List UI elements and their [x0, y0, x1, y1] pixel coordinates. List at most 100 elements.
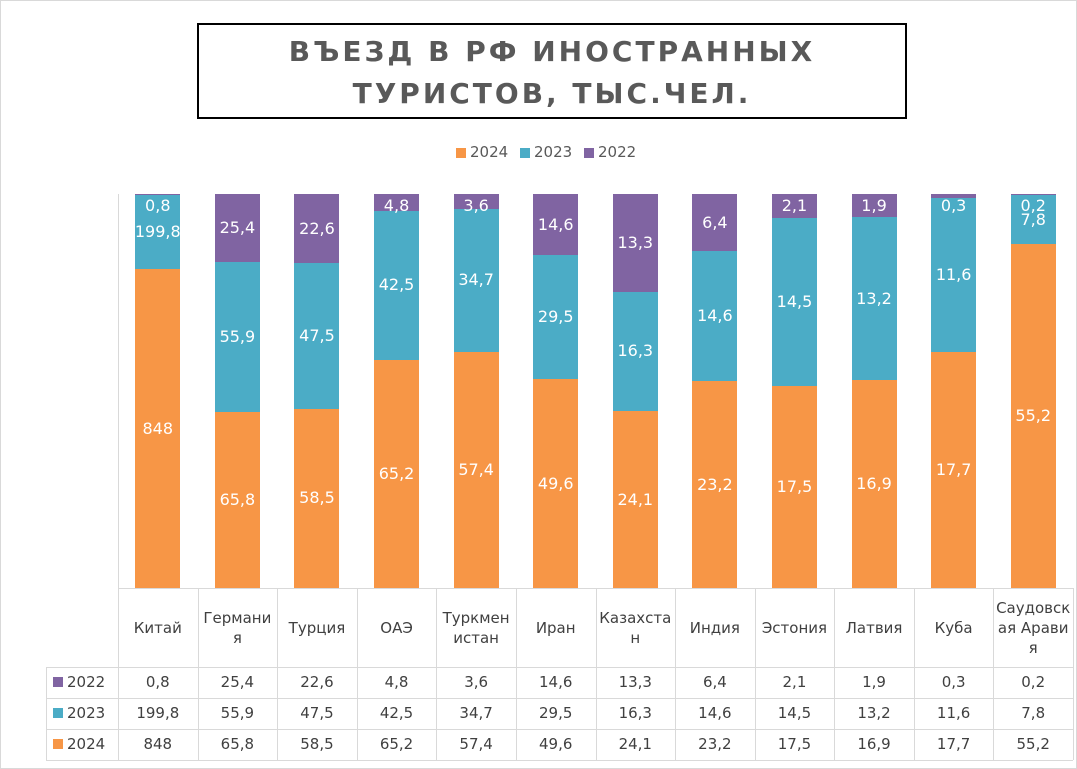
bar-segment [612, 291, 658, 412]
data-label: 17,5 [776, 476, 813, 496]
bar-segment [851, 194, 897, 218]
table-cell: 14,6 [698, 704, 732, 722]
table-cell: 0,8 [145, 673, 170, 691]
table-cell: 23,2 [698, 735, 732, 753]
bar-segment [453, 351, 499, 588]
table-line [913, 588, 915, 760]
data-label: 17,7 [935, 460, 972, 480]
table-line [46, 667, 1073, 668]
x-tick-label: Туркменистан [442, 608, 510, 647]
data-label: 4,8 [383, 196, 410, 215]
table-cell: 42,5 [379, 704, 414, 722]
table-cell: 0,3 [941, 673, 966, 691]
data-label: 16,3 [617, 341, 654, 361]
x-tick-label: ОАЭ [380, 618, 413, 637]
x-tick-label: Эстония [761, 618, 828, 637]
bar-segment [453, 208, 499, 352]
data-label: 16,9 [856, 473, 892, 493]
table-cell: 34,7 [459, 704, 493, 722]
bar-segment [374, 210, 420, 360]
bar-segment [692, 381, 738, 588]
data-label: 24,1 [617, 489, 654, 509]
x-tick-label: Латвия [845, 618, 903, 637]
x-tick-label: Турция [288, 618, 346, 637]
table-cell: 65,2 [379, 735, 414, 753]
x-tick-label: Китай [133, 618, 182, 637]
table-cell: 49,6 [538, 735, 573, 753]
data-label: 14,6 [697, 306, 733, 326]
bar-segment [1010, 195, 1056, 244]
table-line [993, 588, 995, 760]
data-label: 47,5 [299, 326, 335, 345]
data-label: 13,3 [617, 232, 654, 252]
table-cell: 29,5 [538, 704, 573, 722]
table-cell: 14,5 [777, 704, 812, 722]
bar-segment [374, 194, 420, 211]
table-row-label: 2024 [67, 735, 106, 753]
data-label: 0,2 [1020, 196, 1046, 215]
bar-segment [851, 379, 897, 588]
table-cell: 16,3 [618, 704, 652, 722]
bar-segment [294, 194, 340, 264]
table-line [436, 588, 438, 760]
table-cell: 1,9 [862, 673, 886, 691]
bar-segment [135, 194, 181, 270]
data-label: 57,4 [458, 459, 494, 479]
data-label: 55,2 [1015, 405, 1052, 425]
x-tick-label: Индия [689, 618, 740, 637]
table-cell: 11,6 [936, 704, 971, 722]
data-label: 34,7 [458, 270, 494, 290]
bar-segment [692, 194, 738, 252]
table-cell: 14,6 [538, 673, 573, 691]
legend-key [584, 148, 594, 158]
table-cell: 199,8 [136, 704, 180, 722]
data-label: 0,8 [145, 196, 171, 215]
axis-line [118, 194, 119, 588]
data-label: 13,2 [856, 288, 892, 308]
data-label: 14,5 [776, 292, 813, 312]
bar-segment [214, 411, 260, 588]
data-label: 11,6 [935, 265, 972, 285]
table-cell: 55,9 [220, 704, 255, 722]
bar-segment [214, 194, 260, 263]
legend-key [456, 148, 466, 158]
table-cell: 6,4 [702, 673, 727, 691]
table-row-label: 2022 [67, 673, 106, 691]
table-cell: 848 [143, 735, 173, 753]
table-cell: 2,1 [782, 673, 807, 691]
legend-label: 2023 [534, 143, 573, 161]
table-cell: 3,6 [464, 673, 489, 691]
table-cell: 17,7 [936, 735, 971, 753]
data-label: 29,5 [537, 307, 574, 327]
table-key [53, 739, 63, 749]
bar-segment [931, 194, 977, 198]
data-label: 1,9 [861, 196, 887, 215]
data-label: 22,6 [299, 218, 335, 238]
table-cell: 57,4 [459, 735, 493, 753]
table-cell: 25,4 [220, 673, 255, 691]
table-line [356, 588, 358, 760]
legend-key [520, 148, 530, 158]
x-tick-label: Казахстан [599, 608, 672, 647]
bar-segment [612, 194, 658, 292]
table-line [595, 588, 597, 760]
table-line [515, 588, 517, 760]
table-line [46, 760, 1073, 761]
table-cell: 7,8 [1021, 704, 1046, 722]
data-label: 6,4 [702, 212, 728, 232]
bar-segment [533, 379, 579, 588]
data-label: 55,9 [219, 326, 256, 346]
bar-segment [533, 194, 579, 256]
table-row-label: 2023 [67, 704, 106, 722]
data-label: 65,2 [378, 463, 415, 483]
bar-segment [294, 263, 340, 409]
data-label: 199,8 [134, 221, 181, 241]
bar-segment [771, 385, 817, 588]
table-line [754, 588, 756, 760]
data-label: 3,6 [463, 196, 489, 215]
x-tick-label: Куба [934, 618, 973, 637]
data-label: 42,5 [378, 275, 415, 295]
table-line [834, 588, 836, 760]
bar-segment [533, 255, 579, 380]
table-line [277, 588, 279, 760]
